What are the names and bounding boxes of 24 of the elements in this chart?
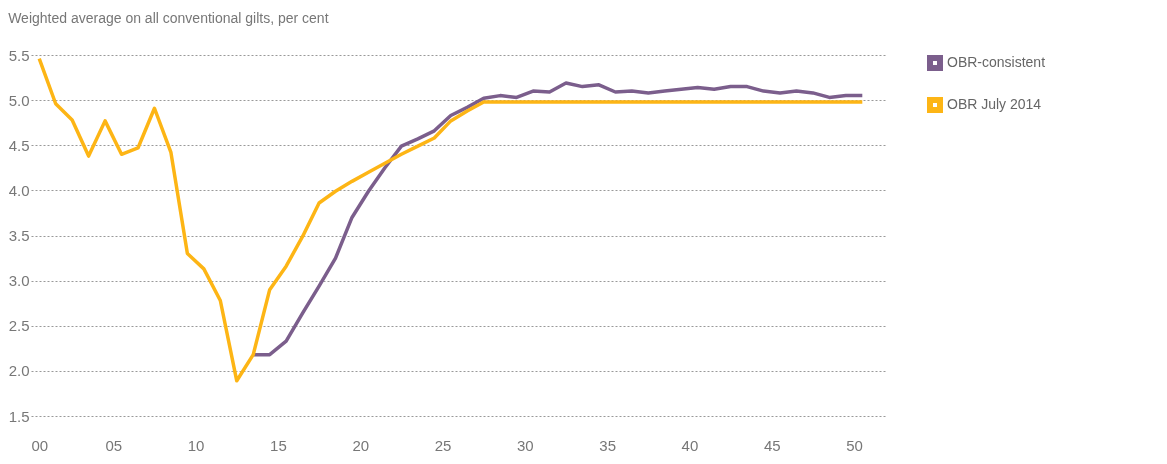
x-tick-label: 15 bbox=[270, 436, 287, 454]
y-axis-title: Weighted average on all conventional gilts, per cent bbox=[8, 10, 329, 26]
line-series bbox=[37, 56, 865, 383]
x-tick-label: 40 bbox=[681, 436, 699, 454]
x-tick-label: 25 bbox=[434, 436, 452, 454]
y-tick-label: 4.0 bbox=[8, 181, 30, 199]
y-tick-label: 2.0 bbox=[8, 362, 30, 380]
y-tick-label: 3.5 bbox=[8, 227, 30, 244]
x-tick-label: 20 bbox=[352, 436, 370, 454]
x-tick-label: 10 bbox=[187, 436, 205, 454]
y-tick-label: 4.5 bbox=[8, 136, 30, 154]
x-tick-label: 50 bbox=[846, 436, 863, 454]
x-tick-label: 35 bbox=[599, 436, 616, 454]
x-tick-label: 45 bbox=[763, 436, 781, 454]
y-tick-label: 5.5 bbox=[8, 46, 30, 64]
legend-label: OBR-consistent bbox=[947, 54, 1046, 70]
y-tick-label: 5.0 bbox=[8, 91, 30, 109]
legend-label: OBR July 2014 bbox=[947, 96, 1042, 112]
y-tick-label: 3.0 bbox=[8, 272, 30, 290]
x-tick-label: 00 bbox=[31, 436, 49, 454]
y-tick-label: 1.5 bbox=[8, 407, 30, 425]
y-tick-label: 2.5 bbox=[8, 317, 30, 335]
x-tick-label: 30 bbox=[517, 436, 534, 454]
x-tick-label: 05 bbox=[105, 436, 123, 454]
